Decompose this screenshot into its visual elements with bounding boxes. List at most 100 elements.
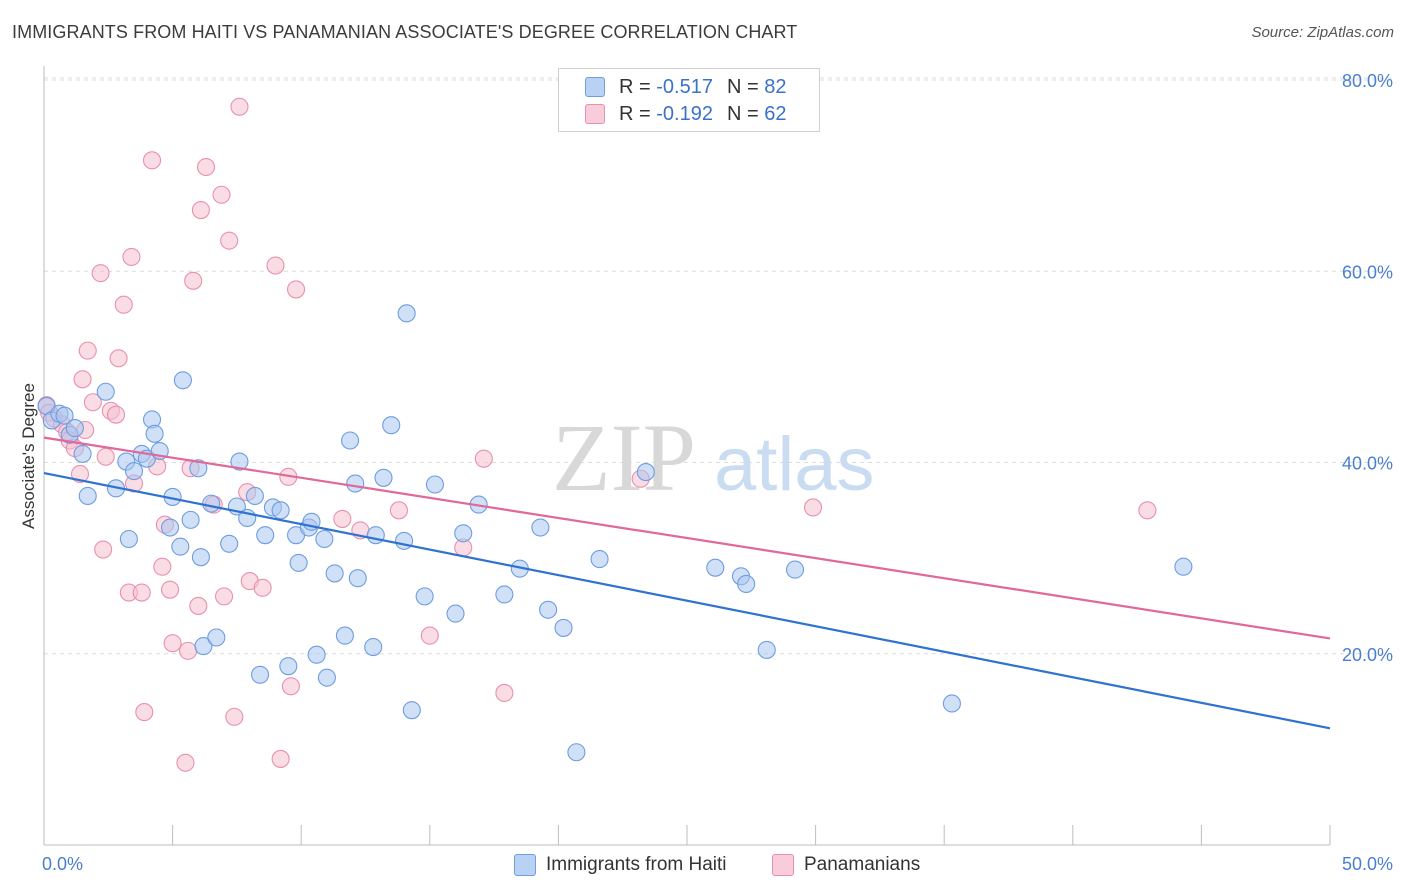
point-haiti <box>636 463 655 482</box>
point-haiti <box>124 462 144 481</box>
point-haiti <box>397 304 416 323</box>
point-haiti <box>495 585 514 604</box>
point-haiti <box>446 604 465 623</box>
point-haiti <box>335 626 354 645</box>
point-haiti <box>65 419 84 438</box>
legend-r-value: -0.517 <box>656 75 713 98</box>
y-tick-label: 20.0% <box>1342 645 1393 665</box>
point-panamanians <box>191 201 210 220</box>
point-haiti <box>202 494 221 513</box>
point-haiti <box>942 694 961 713</box>
x-tick-label: 50.0% <box>1342 854 1393 874</box>
watermark: ZIP atlas <box>552 404 875 511</box>
legend-n-value: 82 <box>764 75 787 98</box>
point-haiti <box>245 486 264 506</box>
correlation-legend: R = -0.517 N = 82 R = -0.192 N = 62 <box>558 68 820 132</box>
legend-swatch-panamanians <box>585 104 605 124</box>
point-haiti <box>194 637 213 656</box>
point-panamanians <box>230 97 249 116</box>
point-haiti <box>55 406 74 425</box>
point-haiti <box>364 638 383 657</box>
legend-row-panamanians: R = -0.192 N = 62 <box>585 101 786 127</box>
y-tick-label: 80.0% <box>1342 71 1393 91</box>
point-haiti <box>415 587 434 606</box>
legend-r-value: -0.192 <box>656 102 713 125</box>
point-haiti <box>189 459 208 478</box>
point-panamanians <box>83 393 102 412</box>
point-haiti <box>590 550 609 569</box>
point-haiti <box>374 468 393 487</box>
point-haiti <box>119 529 138 549</box>
point-panamanians <box>178 641 198 660</box>
point-haiti <box>325 564 344 583</box>
point-haiti <box>181 510 200 529</box>
point-panamanians <box>196 157 216 177</box>
source-label: Source: ZipAtlas.com <box>1251 24 1394 41</box>
point-haiti <box>73 444 92 463</box>
point-haiti <box>250 665 270 684</box>
point-panamanians <box>122 247 141 266</box>
legend-n-value: 62 <box>764 102 787 125</box>
point-panamanians <box>287 280 306 299</box>
point-haiti <box>346 474 365 493</box>
point-haiti <box>539 600 558 619</box>
series-haiti-points <box>37 304 1193 762</box>
bottom-legend-swatch-haiti <box>514 854 536 876</box>
legend-n-label: N = <box>726 102 759 125</box>
point-haiti <box>78 486 97 506</box>
point-panamanians <box>114 295 133 314</box>
y-tick-label: 40.0% <box>1342 454 1393 474</box>
point-panamanians <box>266 256 285 275</box>
point-panamanians <box>212 185 231 204</box>
point-haiti <box>207 628 226 647</box>
point-panamanians <box>214 587 234 606</box>
legend-r-label: R = <box>619 75 651 98</box>
point-panamanians <box>333 509 352 528</box>
point-haiti <box>382 416 401 435</box>
point-haiti <box>785 560 805 579</box>
bottom-legend-panamanians[interactable]: Panamanians <box>772 852 920 878</box>
point-haiti <box>341 431 360 450</box>
legend-row-haiti: R = -0.517 N = 82 <box>585 74 786 100</box>
point-haiti <box>145 424 164 443</box>
point-haiti <box>256 526 275 545</box>
x-tick-label: 0.0% <box>42 854 83 874</box>
point-panamanians <box>220 231 239 250</box>
point-panamanians <box>106 405 126 424</box>
point-haiti <box>425 475 444 494</box>
axes <box>43 66 1331 846</box>
point-panamanians <box>160 580 180 599</box>
point-haiti <box>317 668 336 687</box>
point-haiti <box>220 534 239 553</box>
bottom-legend-haiti[interactable]: Immigrants from Haiti <box>514 852 727 878</box>
point-haiti <box>271 501 290 520</box>
point-haiti <box>348 569 367 588</box>
point-haiti <box>171 537 190 556</box>
point-haiti <box>191 548 210 567</box>
point-panamanians <box>163 634 182 653</box>
point-panamanians <box>94 540 113 559</box>
point-haiti <box>96 382 115 401</box>
legend-r-label: R = <box>619 102 651 125</box>
point-panamanians <box>73 370 92 389</box>
point-haiti <box>567 743 586 762</box>
point-panamanians <box>91 264 110 283</box>
bottom-legend-swatch-panamanians <box>772 854 794 876</box>
point-panamanians <box>253 578 272 597</box>
point-panamanians <box>184 271 203 290</box>
point-panamanians <box>132 583 151 602</box>
watermark-zip: ZIP <box>552 404 696 511</box>
point-panamanians <box>78 341 97 360</box>
point-panamanians <box>135 703 154 722</box>
point-haiti <box>307 645 326 664</box>
point-panamanians <box>96 447 115 466</box>
point-haiti <box>454 524 473 543</box>
point-haiti <box>230 452 249 471</box>
point-panamanians <box>495 683 514 703</box>
point-haiti <box>531 518 550 537</box>
point-haiti <box>706 558 725 577</box>
tick-labels: 20.0% 40.0% 60.0% 80.0% 0.0% 50.0% <box>42 71 1393 874</box>
point-haiti <box>757 640 776 659</box>
trendline-panamanians <box>43 436 1331 640</box>
